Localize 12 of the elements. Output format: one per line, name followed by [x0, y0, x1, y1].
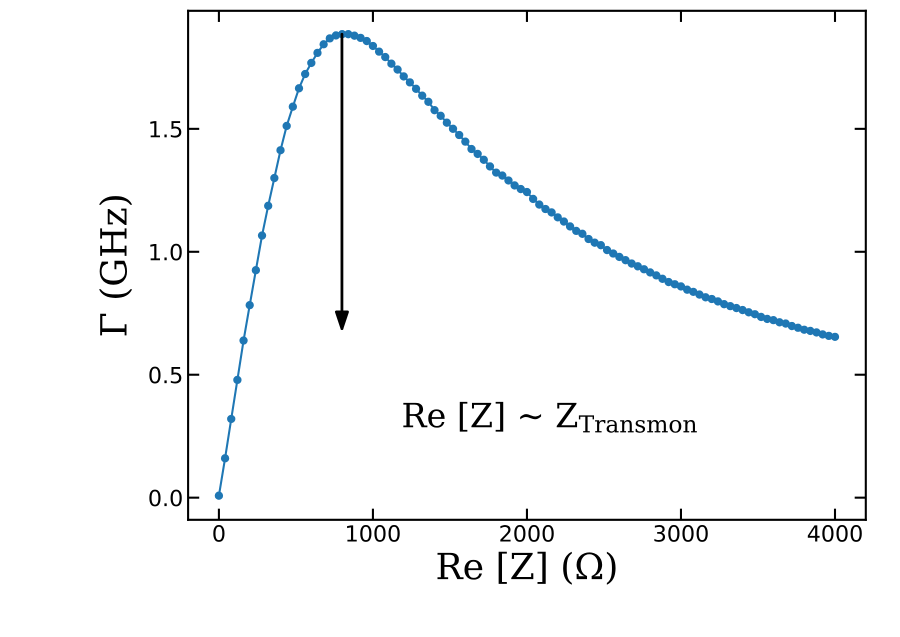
- x-tick-label: 3000: [654, 525, 708, 542]
- annotation: Re [Z] ∼ Z$_{Transmon}$: [403, 402, 697, 433]
- x-tick-label: 0: [213, 525, 224, 542]
- y-tick-label: 0.5: [149, 366, 182, 384]
- y-axis-title: Γ (GHz): [99, 196, 132, 336]
- y-tick-label: 0.0: [149, 490, 182, 506]
- y-tick-label: 1.5: [150, 121, 182, 138]
- y-tick-label: 1.0: [150, 244, 182, 261]
- x-tick-label: 2000: [500, 525, 554, 542]
- x-axis-title: Re [Z] (Ω): [437, 552, 616, 585]
- x-tick-label: 4000: [808, 525, 862, 542]
- x-tick-label: 1000: [347, 525, 400, 542]
